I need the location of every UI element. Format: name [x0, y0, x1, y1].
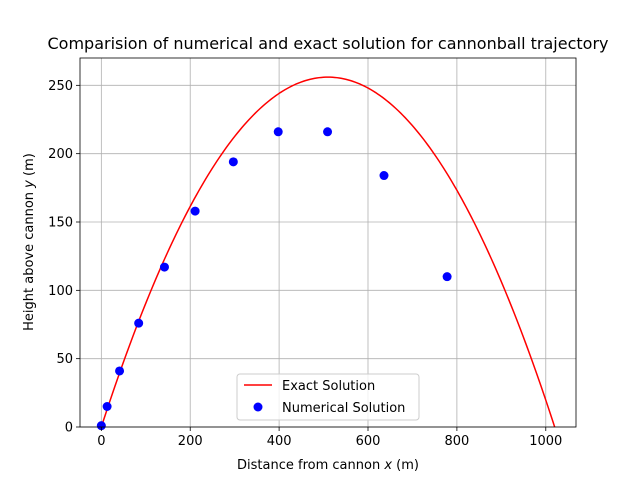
numerical-solution-point [323, 127, 333, 137]
chart-title: Comparision of numerical and exact solut… [47, 34, 608, 53]
y-axis-label-text: Height above cannon [22, 188, 37, 331]
x-axis-ticks: 0 200 400 600 800 1000 [97, 427, 562, 449]
plot-frame [79, 57, 577, 428]
y-tick-label: 100 [48, 284, 73, 299]
numerical-solution-point [379, 171, 389, 181]
x-tick-label: 400 [267, 434, 292, 449]
y-axis-label-variable: y [22, 180, 37, 189]
x-axis-label-unit: (m) [392, 458, 419, 473]
x-axis-label-text: Distance from cannon [237, 458, 384, 473]
legend: Exact Solution Numerical Solution [236, 373, 420, 421]
numerical-solution-point [159, 262, 169, 272]
numerical-solution-point [228, 157, 238, 167]
y-tick-label: 50 [56, 352, 73, 367]
legend-exact-solution-label: Exact Solution [282, 379, 375, 394]
x-tick-label: 0 [97, 434, 105, 449]
numerical-solution-point [190, 206, 200, 216]
x-tick-label: 200 [178, 434, 203, 449]
x-tick-label: 1000 [529, 434, 562, 449]
legend-numerical-solution-label: Numerical Solution [282, 401, 405, 416]
y-tick-label: 0 [65, 421, 73, 436]
exact-solution-line-layer [100, 76, 556, 428]
numerical-solution-point [115, 366, 125, 376]
y-tick-label: 250 [48, 79, 73, 94]
numerical-solution-point [96, 421, 106, 431]
y-tick-label: 150 [48, 216, 73, 231]
grid-lines [80, 58, 576, 428]
numerical-solution-point [273, 127, 283, 137]
y-axis-label-unit: (m) [22, 153, 37, 180]
x-axis-label-variable: x [383, 458, 392, 473]
legend-box [236, 373, 420, 421]
x-tick-label: 800 [444, 434, 469, 449]
numerical-solution-point [134, 318, 144, 328]
legend-numerical-solution-swatch [253, 402, 263, 412]
exact-solution-line [100, 76, 556, 428]
x-axis-label: Distance from cannon x (m) [237, 458, 419, 473]
y-tick-label: 200 [48, 147, 73, 162]
y-axis-ticks: 0 50 100 150 200 250 [48, 79, 80, 436]
numerical-solution-points [96, 127, 452, 431]
y-axis-label: Height above cannon y (m) [22, 153, 37, 331]
numerical-solution-point [102, 402, 112, 411]
numerical-solution-point [442, 272, 452, 282]
x-tick-label: 600 [356, 434, 381, 449]
